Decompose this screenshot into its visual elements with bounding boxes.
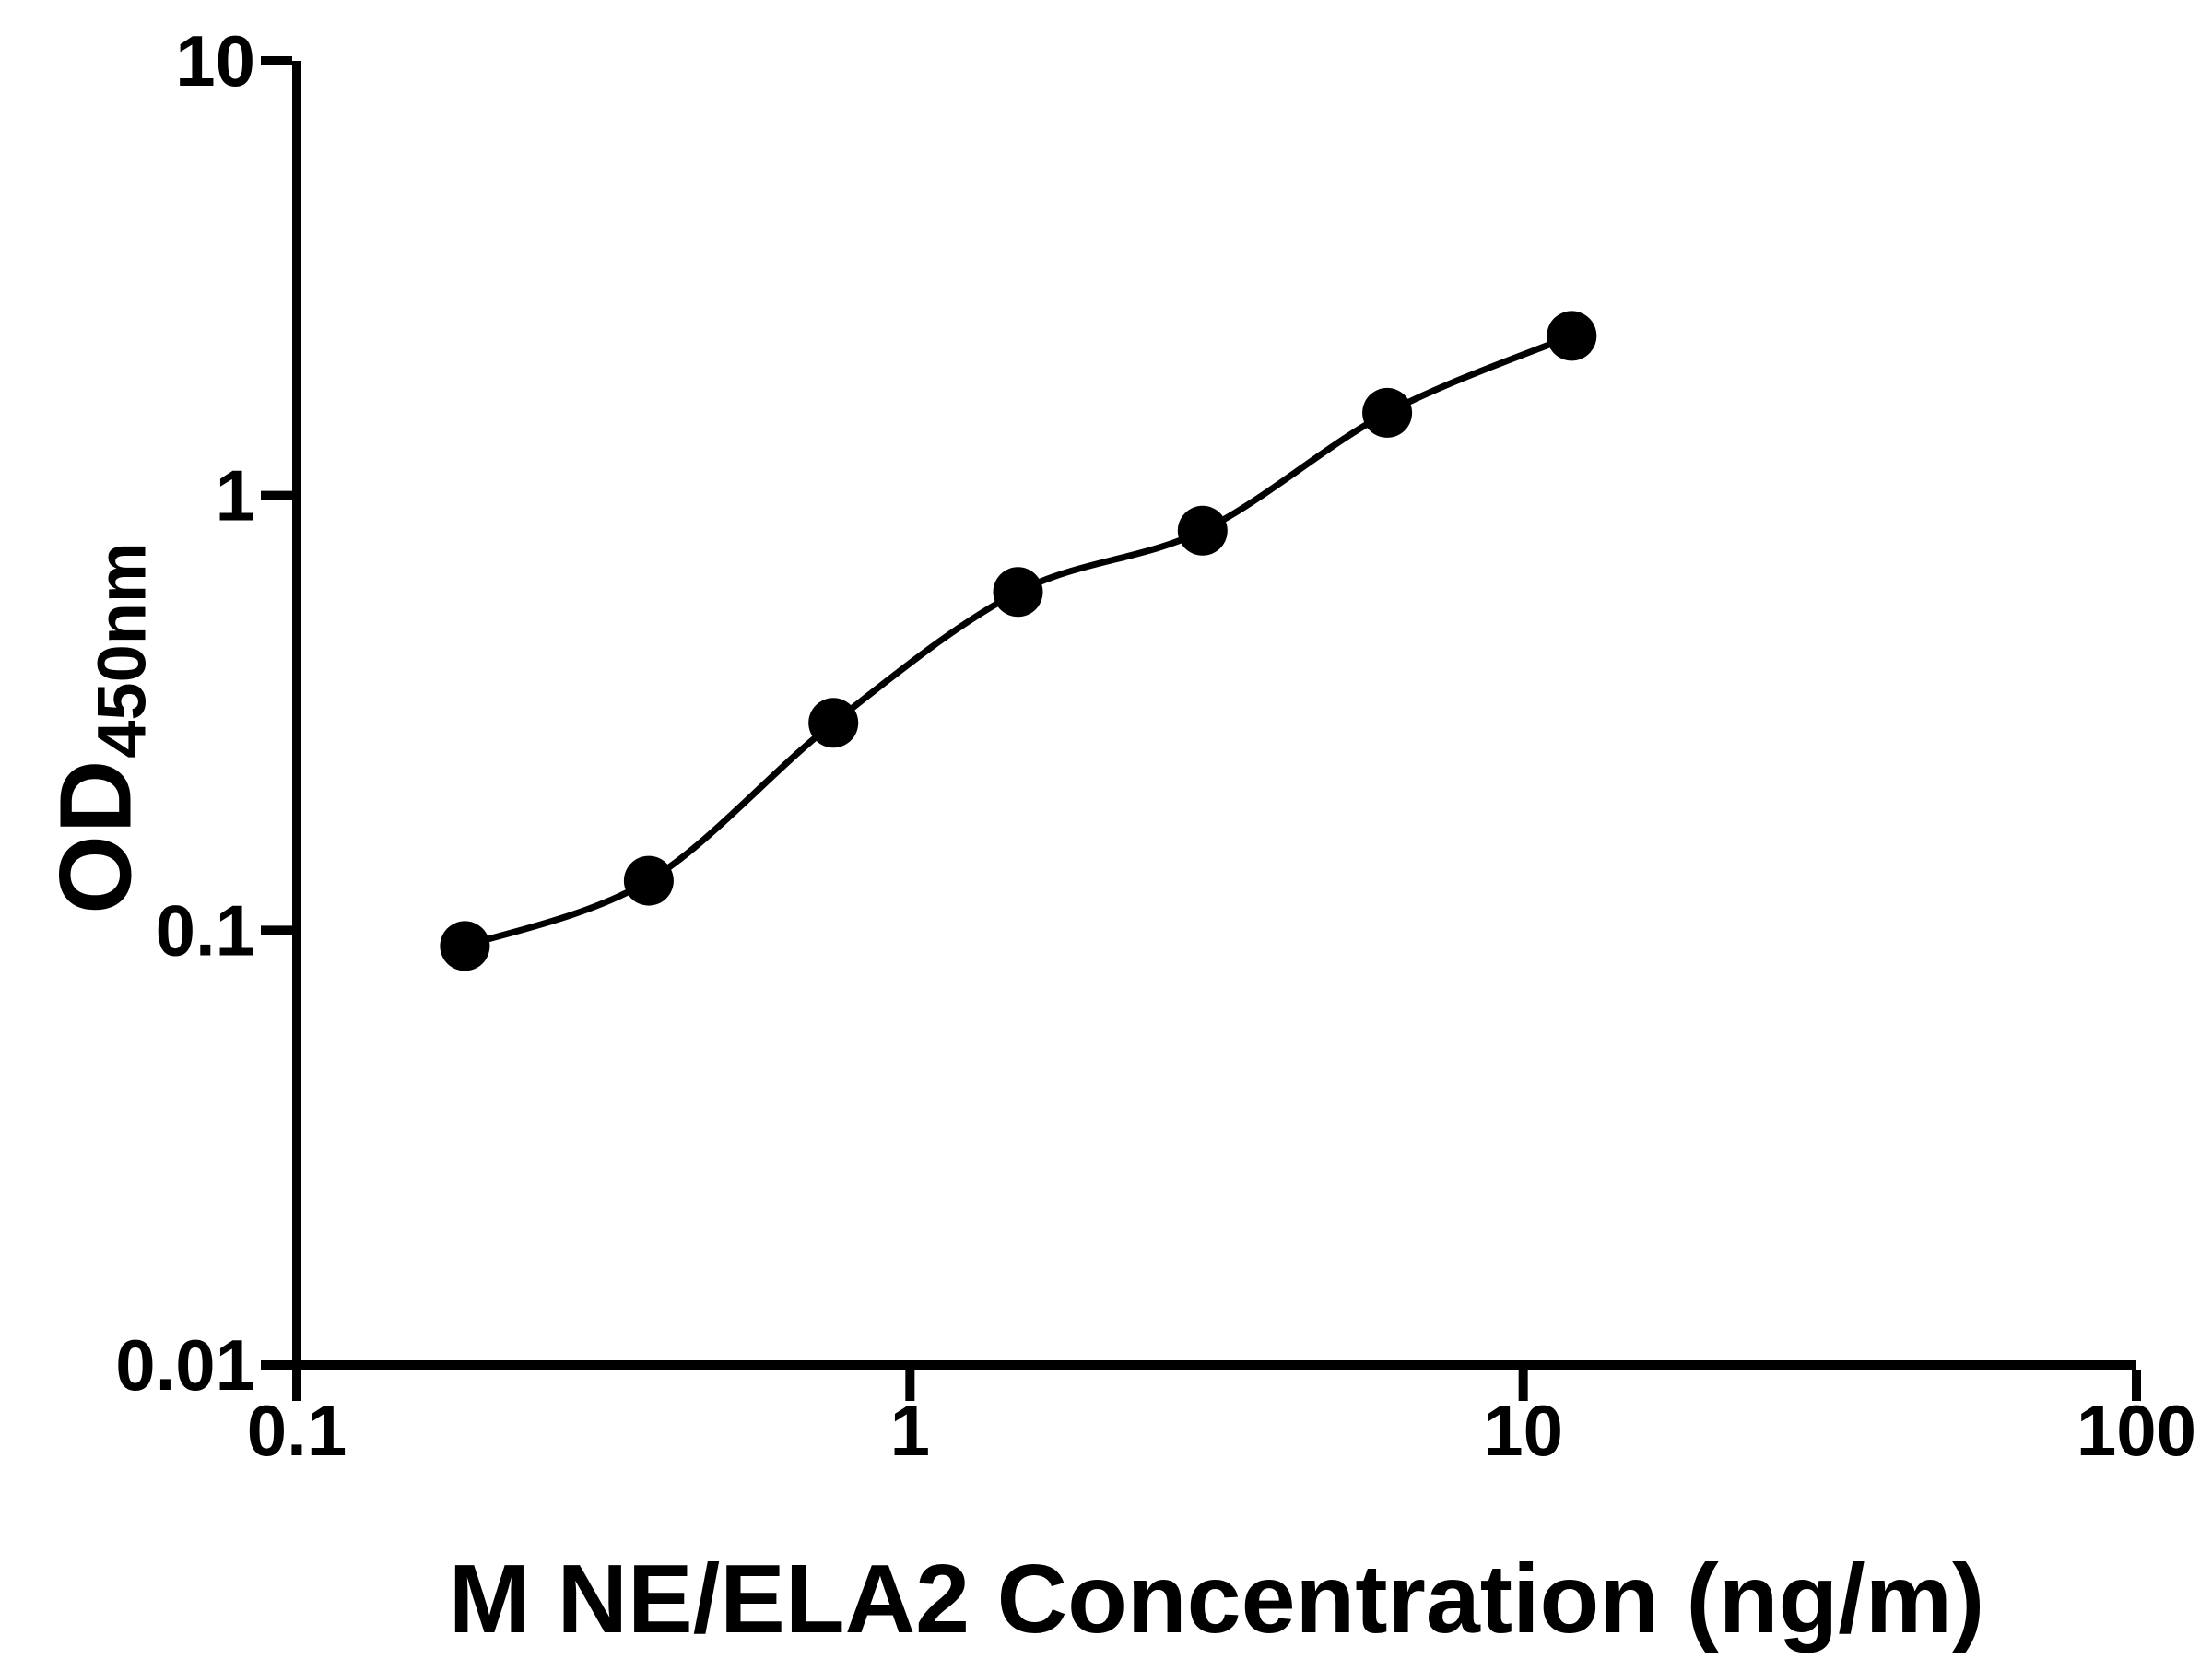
y-axis-tick-label: 0.01 (115, 1324, 255, 1406)
data-point (993, 567, 1043, 618)
data-point (1362, 387, 1413, 438)
x-axis-tick-label: 1 (890, 1390, 930, 1471)
x-axis-title: M NE/ELA2 Concentration (ng/m) (448, 1545, 1985, 1653)
data-point (808, 698, 859, 748)
data-point (440, 921, 490, 971)
y-axis-tick-label: 10 (175, 20, 255, 101)
y-axis-title-text: OD450nm (38, 542, 160, 914)
y-axis-title-main: OD (39, 758, 153, 914)
data-point (1177, 505, 1228, 556)
axis-spines (292, 61, 2136, 1370)
x-axis-tick-label: 0.1 (247, 1390, 347, 1471)
y-axis-tick-label: 0.1 (156, 889, 255, 971)
data-point (623, 855, 674, 906)
y-axis-tick-label: 1 (216, 455, 255, 536)
y-axis-title-subscript: 450nm (83, 542, 160, 759)
x-axis-tick-label: 100 (2077, 1390, 2196, 1471)
x-axis-tick-label: 10 (1483, 1390, 1563, 1471)
data-point (1547, 311, 1597, 361)
